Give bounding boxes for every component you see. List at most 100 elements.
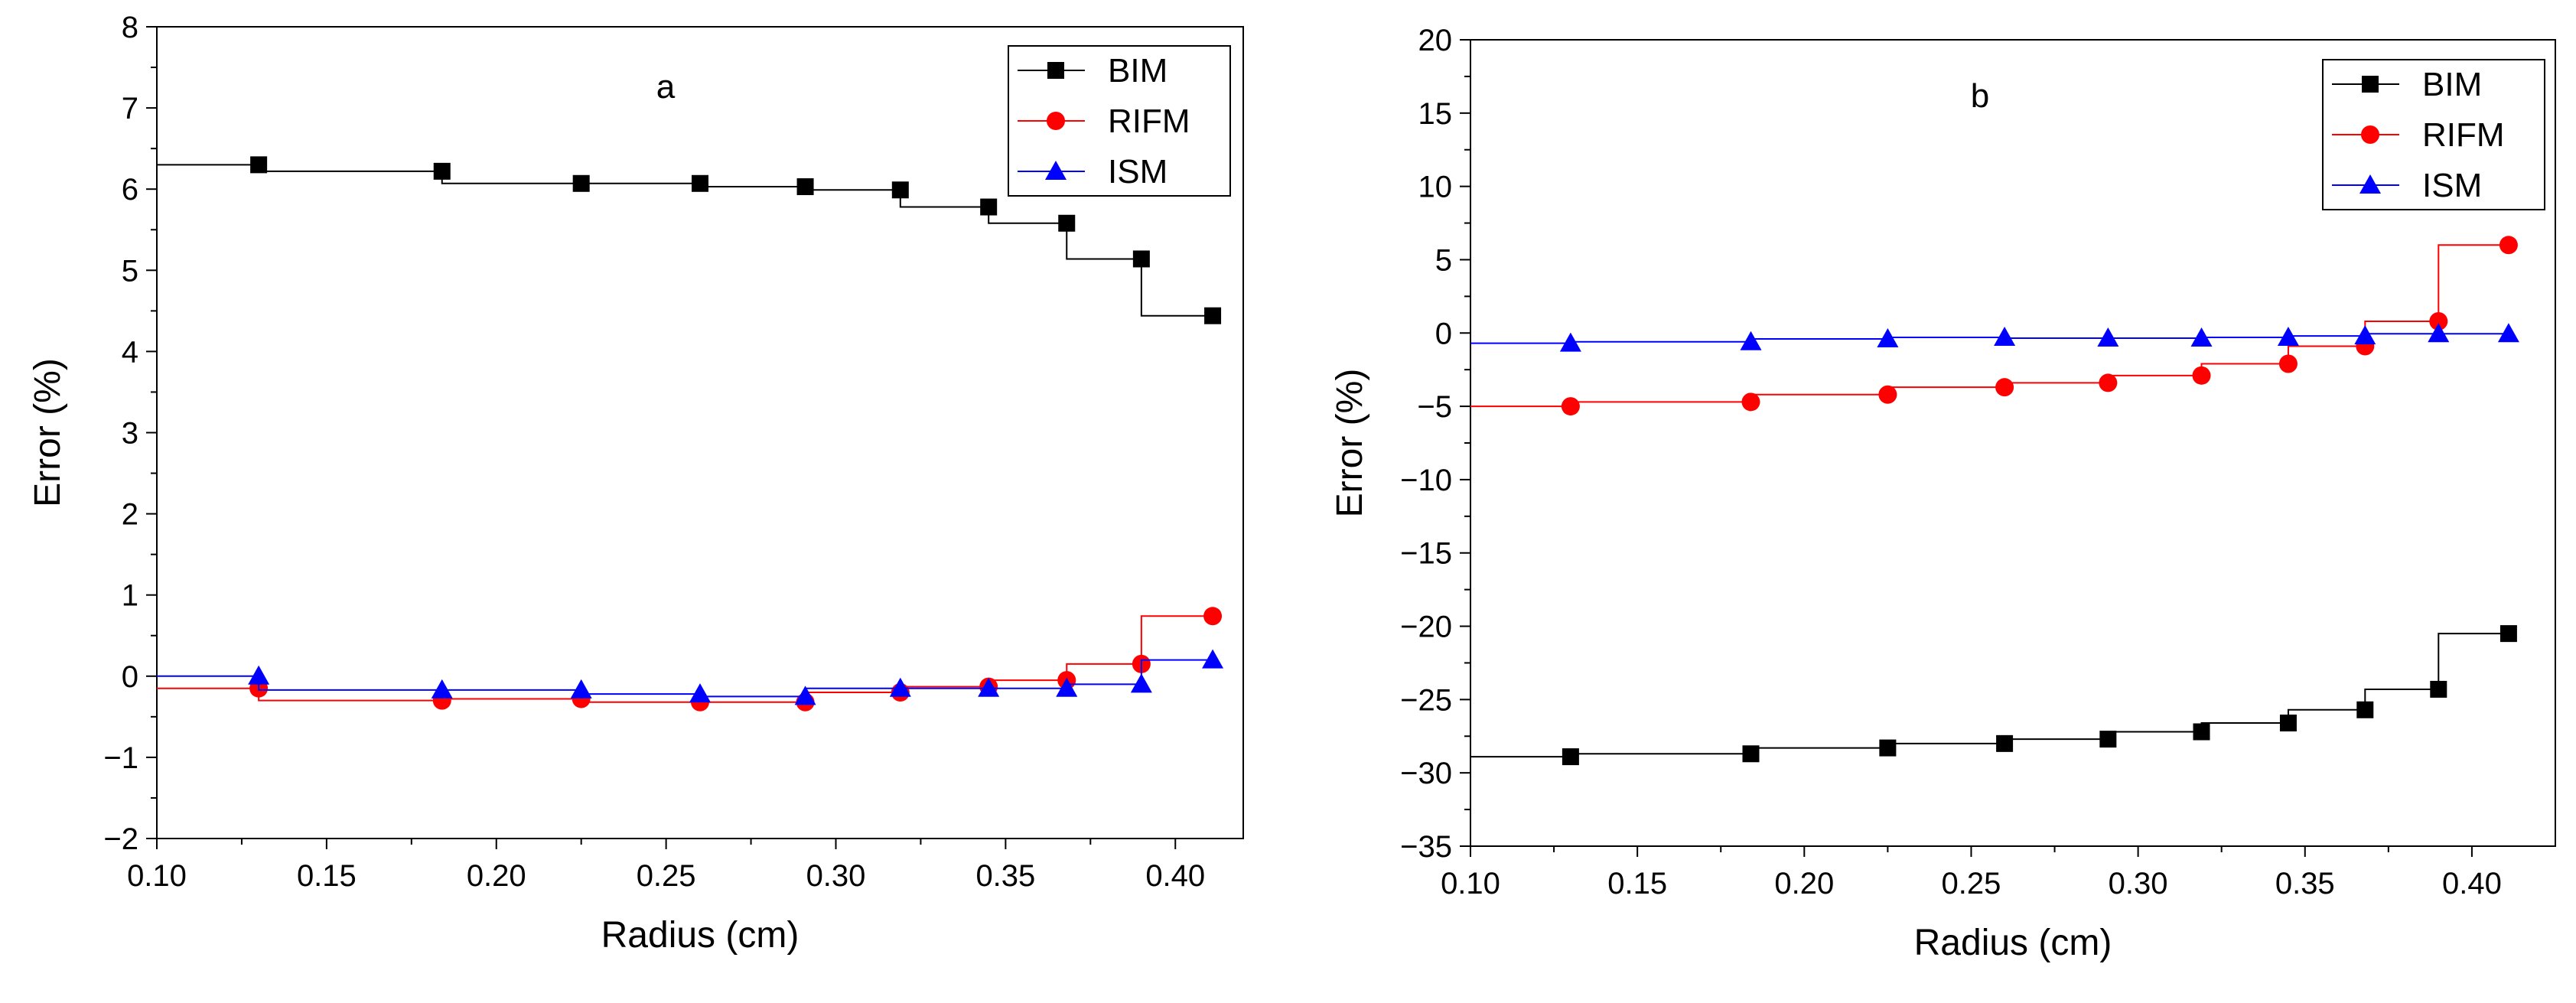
legend-marker-bim	[2362, 76, 2379, 93]
y-tick-label: −1	[103, 741, 138, 775]
data-point-ism	[2497, 323, 2519, 343]
data-point-bim	[2099, 731, 2117, 748]
chart-panel-b: 0.10 0.15 0.20 0.25 0.30 0.35 0.40 −35 −30 −25 −20…	[1330, 24, 2556, 963]
data-point-ism	[2097, 327, 2119, 347]
data-point-ism	[2190, 327, 2213, 347]
x-tick-label: 0.25	[1942, 867, 2001, 900]
series-line-rifm	[1470, 244, 2509, 408]
y-tick-label: 0	[1435, 317, 1452, 350]
data-point-rifm	[1203, 607, 1223, 626]
data-point-bim	[1204, 307, 1222, 324]
x-tick-label: 0.40	[2442, 867, 2502, 900]
series-line-bim	[1470, 633, 2509, 758]
legend: BIM RIFM ISM	[1008, 45, 1231, 197]
y-tick-label: 5	[122, 254, 138, 288]
y-tick-label: −30	[1400, 757, 1452, 790]
data-point-rifm	[1561, 397, 1580, 416]
data-point-bim	[891, 181, 909, 199]
chart-panel-a: 0.10 0.15 0.20 0.25 0.30 0.35 0.40 −2 −1 0 1 2 3 4 5 6 7…	[28, 11, 1244, 956]
data-point-bim	[692, 174, 708, 192]
x-tick-label: 0.15	[297, 859, 357, 893]
series-rifm	[1470, 236, 2518, 416]
y-tick-label: 15	[1418, 97, 1453, 131]
data-point-bim	[1058, 214, 1076, 232]
y-tick-label: −2	[103, 822, 138, 856]
legend-label-ism: ISM	[1108, 153, 1168, 191]
data-point-ism	[1877, 327, 1899, 347]
y-tick-label: −20	[1400, 611, 1452, 644]
data-point-ism	[2277, 327, 2299, 347]
x-tick-label: 0.10	[1441, 867, 1500, 900]
series-line-ism	[1470, 333, 2509, 344]
data-point-ism	[1056, 677, 1078, 697]
y-tick-label: 2	[122, 498, 138, 532]
x-tick-label: 0.20	[467, 859, 526, 893]
series-ism	[1470, 323, 2519, 352]
data-point-rifm	[2278, 354, 2298, 373]
panel-label: a	[656, 68, 676, 106]
data-point-bim	[2499, 625, 2517, 643]
y-tick-label: 3	[122, 417, 138, 451]
y-tick-label: −25	[1400, 683, 1452, 717]
data-point-ism	[1202, 649, 1224, 669]
data-point-bim	[1132, 250, 1150, 268]
x-tick-label: 0.35	[2275, 867, 2335, 900]
x-tick-label: 0.10	[127, 859, 187, 893]
data-point-ism	[570, 679, 592, 699]
data-point-bim	[980, 198, 998, 216]
y-tick-label: −35	[1400, 830, 1452, 864]
panel-label: b	[1971, 77, 1989, 115]
y-axis-title: Error (%)	[28, 358, 68, 507]
x-tick-label: 0.20	[1774, 867, 1834, 900]
data-point-bim	[2430, 680, 2447, 698]
data-point-bim	[796, 178, 814, 196]
data-point-bim	[433, 162, 451, 180]
data-point-rifm	[2099, 373, 2118, 392]
data-point-ism	[889, 677, 911, 697]
data-point-ism	[1130, 673, 1152, 693]
series-bim	[1470, 625, 2517, 766]
data-point-rifm	[2192, 366, 2211, 385]
x-tick-label: 0.25	[637, 859, 696, 893]
legend-marker-rifm	[2361, 125, 2379, 144]
data-point-bim	[1562, 748, 1579, 766]
y-tick-label: 20	[1418, 24, 1453, 57]
data-point-rifm	[2499, 236, 2518, 255]
y-tick-label: 1	[122, 579, 138, 613]
legend-label-rifm: RIFM	[1108, 103, 1190, 140]
data-point-ism	[2354, 325, 2376, 345]
data-point-ism	[2428, 323, 2450, 343]
y-tick-label: 4	[122, 335, 138, 369]
series-line-ism	[157, 659, 1213, 698]
data-point-bim	[2193, 723, 2210, 741]
legend-marker-ism	[2359, 174, 2381, 194]
x-tick-label: 0.30	[806, 859, 866, 893]
data-point-bim	[250, 156, 268, 174]
data-point-ism	[978, 677, 1000, 697]
x-axis-title: Radius (cm)	[1914, 923, 2112, 963]
data-point-ism	[431, 679, 453, 699]
data-point-rifm	[1878, 385, 1897, 404]
x-tick-label: 0.35	[975, 859, 1035, 893]
data-point-bim	[2356, 701, 2374, 718]
x-tick-label: 0.15	[1607, 867, 1667, 900]
y-tick-label: 6	[122, 173, 138, 207]
y-tick-label: 10	[1418, 171, 1453, 204]
y-tick-label: −10	[1400, 464, 1452, 497]
data-point-ism	[689, 683, 711, 703]
data-point-rifm	[2429, 311, 2448, 331]
y-tick-label: 7	[122, 92, 138, 125]
data-point-bim	[1742, 745, 1760, 763]
data-point-ism	[248, 665, 270, 685]
data-point-ism	[1559, 332, 1581, 352]
series-bim	[157, 156, 1222, 324]
x-axis-title: Radius (cm)	[601, 915, 800, 956]
data-point-ism	[1740, 331, 1762, 350]
data-point-bim	[572, 174, 590, 192]
x-tick-label: 0.30	[2109, 867, 2168, 900]
legend-label-bim: BIM	[2422, 66, 2482, 103]
data-point-ism	[1994, 327, 2016, 347]
series-ism	[157, 649, 1224, 705]
legend-label-bim: BIM	[1108, 52, 1168, 90]
